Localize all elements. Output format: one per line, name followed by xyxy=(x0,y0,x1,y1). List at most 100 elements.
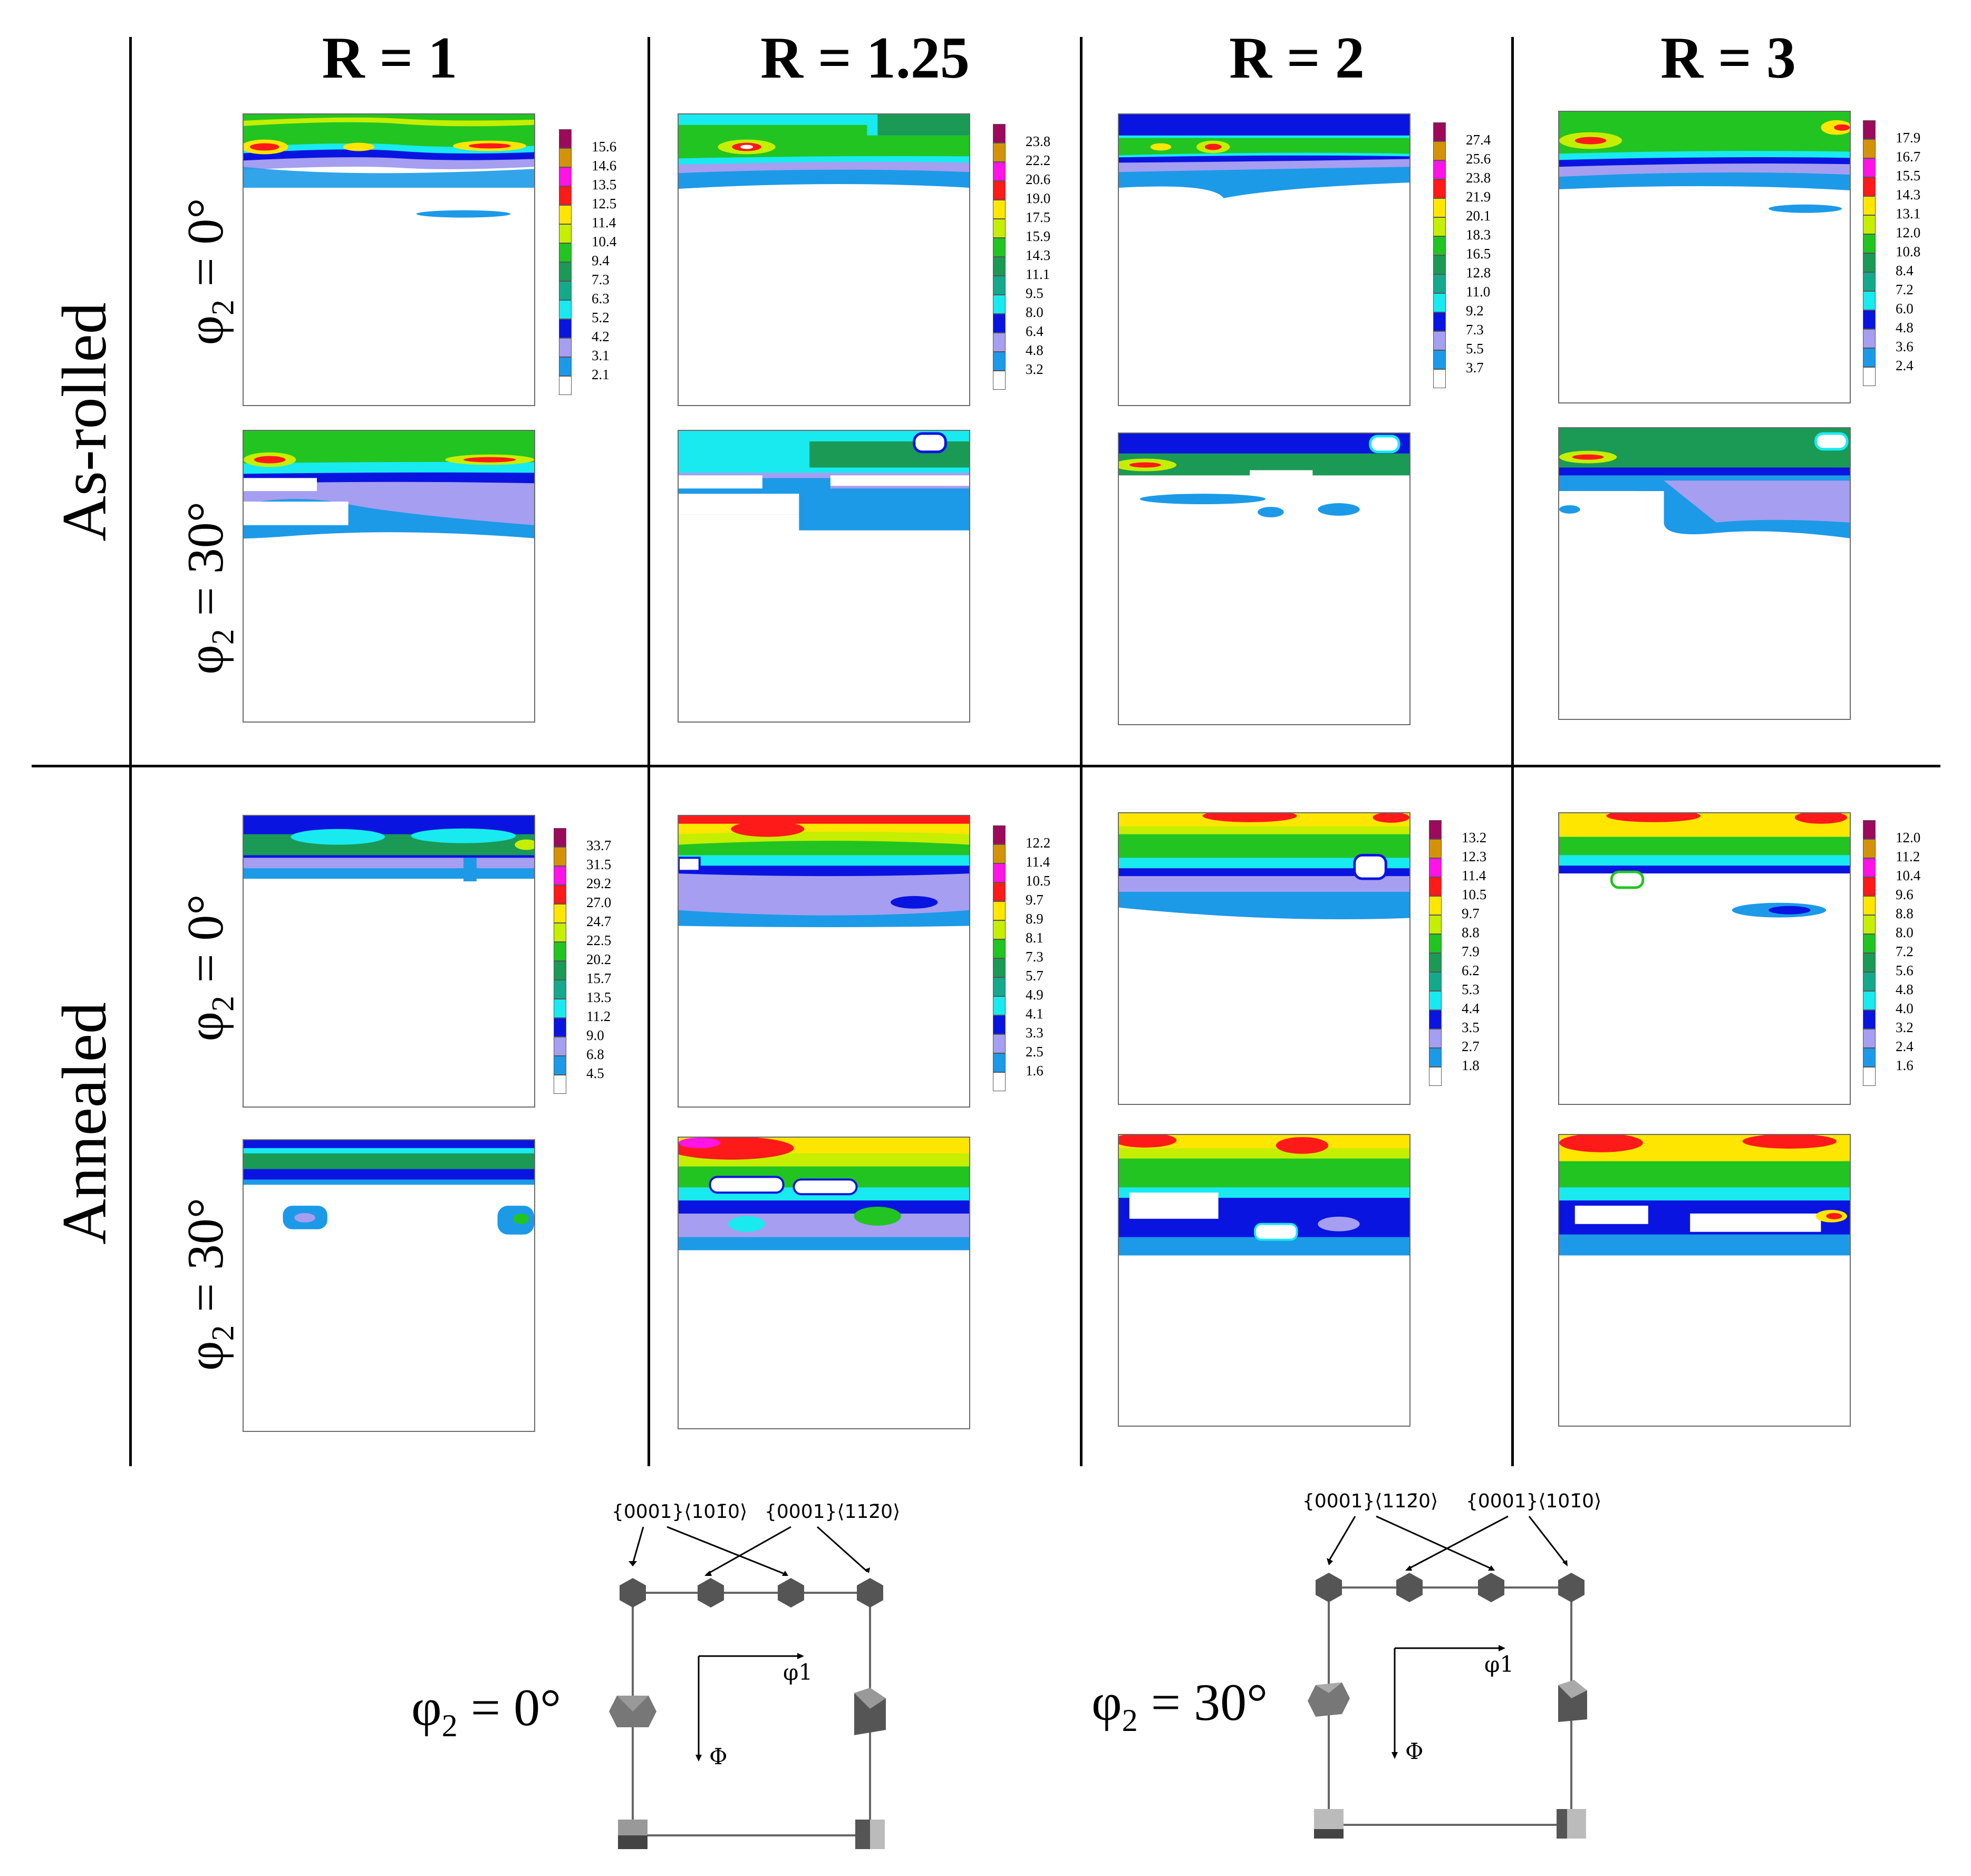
colorbar-tick-label: 29.2 xyxy=(586,876,612,891)
colorbar-swatch xyxy=(993,901,1006,920)
colorbar-tick-label: 24.7 xyxy=(586,913,612,929)
odf-asrolled-r3-phi0 xyxy=(1558,111,1851,403)
colorbar-tick-label: 23.8 xyxy=(1026,133,1051,149)
colorbar-tick-label: 8.4 xyxy=(1896,263,1914,278)
colorbar-swatch xyxy=(993,143,1006,162)
colorbar-tick-label: 11.4 xyxy=(592,215,616,230)
prism-grain-icon xyxy=(1558,1680,1587,1722)
annotation-basal-1120: {0001}⟨112̄0⟩ xyxy=(765,1501,900,1523)
colorbar-tick-label: 12.0 xyxy=(1896,830,1921,845)
colorbar-tick-label: 9.4 xyxy=(592,253,610,268)
colorbar-tick-label: 6.0 xyxy=(1896,301,1914,316)
colorbar-tick-label: 8.0 xyxy=(1896,925,1914,940)
colorbar-tick-label: 17.5 xyxy=(1026,209,1051,225)
colorbar-tick-label: 11.1 xyxy=(1026,266,1050,282)
schema-label-phi0: φ2 = 0° xyxy=(411,1678,562,1743)
colorbar-tick-label: 10.8 xyxy=(1896,244,1921,259)
colorbar-tick-label: 8.1 xyxy=(1026,930,1044,946)
colorbar-tick-label: 12.3 xyxy=(1462,849,1487,864)
colorbar-swatch xyxy=(554,961,566,980)
phi2-label-annealed-30: φ2 = 30° xyxy=(177,1197,240,1371)
colorbar-swatch xyxy=(559,167,572,186)
cube-grain-icon xyxy=(1314,1809,1344,1839)
colorbar-swatch xyxy=(1429,858,1442,877)
colorbar-tick-label: 16.5 xyxy=(1466,246,1491,262)
colorbar-swatch xyxy=(1863,1067,1876,1086)
cube-grain-icon xyxy=(618,1820,648,1849)
row-label-annealed: Annealed xyxy=(49,1002,119,1245)
colorbar-swatch xyxy=(1863,839,1876,858)
odf-asrolled-r2-phi30 xyxy=(1118,432,1410,725)
colorbar-tick-label: 13.5 xyxy=(592,177,617,193)
colorbar-swatch xyxy=(1863,858,1876,877)
hex-grain-icon xyxy=(1396,1573,1423,1602)
colorbar-swatch xyxy=(993,314,1006,333)
colorbar-swatch xyxy=(1433,293,1446,312)
colorbar-swatch xyxy=(559,129,572,148)
prism-grain-icon xyxy=(609,1696,656,1727)
colorbar-tick-label: 11.0 xyxy=(1466,284,1491,300)
colorbar-tick-label: 9.5 xyxy=(1026,285,1044,301)
colorbar-tick-label: 10.4 xyxy=(1896,868,1921,883)
colorbar-tick-label: 11.4 xyxy=(1462,868,1486,883)
colorbar-swatch xyxy=(993,958,1006,977)
hex-grain-icon xyxy=(1558,1573,1584,1602)
colorbar-swatch xyxy=(993,939,1006,958)
colorbar-swatch xyxy=(1863,158,1876,177)
colorbar-swatch xyxy=(559,338,572,357)
colorbar-tick-label: 27.0 xyxy=(586,894,612,910)
colorbar-swatch xyxy=(1433,369,1446,388)
row-label-as-rolled: As-rolled xyxy=(49,302,119,542)
hex-grain-icon xyxy=(857,1578,883,1608)
colorbar-swatch xyxy=(554,999,566,1018)
odf-asrolled-r125-phi0 xyxy=(678,113,970,406)
colorbar-swatch xyxy=(554,828,566,847)
colorbar-tick-label: 15.9 xyxy=(1026,228,1051,244)
horizontal-divider xyxy=(32,765,1940,767)
axis-Phi-label: Φ xyxy=(709,1744,727,1769)
colorbar-tick-label: 2.4 xyxy=(1896,358,1914,373)
colorbar-tick-label: 14.3 xyxy=(1896,187,1921,203)
colorbar-swatch xyxy=(993,1015,1006,1034)
colorbar-swatch xyxy=(1863,120,1876,139)
colorbar-tick-label: 4.1 xyxy=(1026,1006,1044,1022)
colorbar-swatch xyxy=(1433,236,1446,255)
colorbar-tick-label: 11.4 xyxy=(1026,854,1050,870)
colorbar-tick-label: 8.9 xyxy=(1026,911,1044,927)
colorbar-swatch xyxy=(554,885,566,904)
colorbar-swatch xyxy=(1863,953,1876,972)
colorbar-swatch xyxy=(1429,972,1442,991)
colorbar-swatch xyxy=(993,920,1006,939)
annotation-basal-1120: {0001}⟨112̄0⟩ xyxy=(1302,1490,1438,1512)
colorbar-tick-label: 3.1 xyxy=(592,348,610,363)
colorbar-tick-label: 5.3 xyxy=(1462,982,1480,997)
colorbar-tick-label: 11.2 xyxy=(586,1008,611,1024)
colorbar-swatch xyxy=(1863,310,1876,329)
colorbar-swatch xyxy=(1429,934,1442,953)
colorbar-tick-label: 5.7 xyxy=(1026,968,1044,984)
colorbar-tick-label: 13.5 xyxy=(586,989,612,1005)
colorbar-swatch xyxy=(993,238,1006,257)
phi2-label-annealed-0: φ2 = 0° xyxy=(177,894,240,1042)
colorbar-swatch xyxy=(1429,1048,1442,1067)
odf-annealed-r3-phi0 xyxy=(1558,812,1851,1105)
colorbar-swatch xyxy=(554,1075,566,1094)
hex-grain-icon xyxy=(1478,1573,1504,1602)
colorbar-swatch xyxy=(993,162,1006,181)
colorbar-swatch xyxy=(554,980,566,999)
hex-grain-icon xyxy=(698,1578,724,1608)
odf-asrolled-r1-phi0 xyxy=(243,113,535,406)
colorbar-tick-label: 21.9 xyxy=(1466,189,1491,205)
colorbar-swatch xyxy=(1863,215,1876,234)
odf-annealed-r2-phi30 xyxy=(1118,1134,1410,1427)
colorbar-tick-label: 15.6 xyxy=(592,139,617,155)
colorbar-tick-label: 1.8 xyxy=(1462,1057,1480,1073)
schema-phi30: {0001}⟨112̄0⟩ {0001}⟨101̄0⟩ φ1 Φ xyxy=(1302,1490,1601,1839)
colorbar-tick-label: 4.4 xyxy=(1462,1000,1480,1016)
schema-label-phi30: φ2 = 30° xyxy=(1091,1673,1268,1738)
colorbar-tick-label: 7.3 xyxy=(1466,322,1484,338)
colorbar-tick-label: 7.9 xyxy=(1462,944,1480,959)
colorbar-swatch xyxy=(554,1037,566,1056)
colorbar-swatch xyxy=(1863,820,1876,839)
colorbar-swatch xyxy=(1433,217,1446,236)
